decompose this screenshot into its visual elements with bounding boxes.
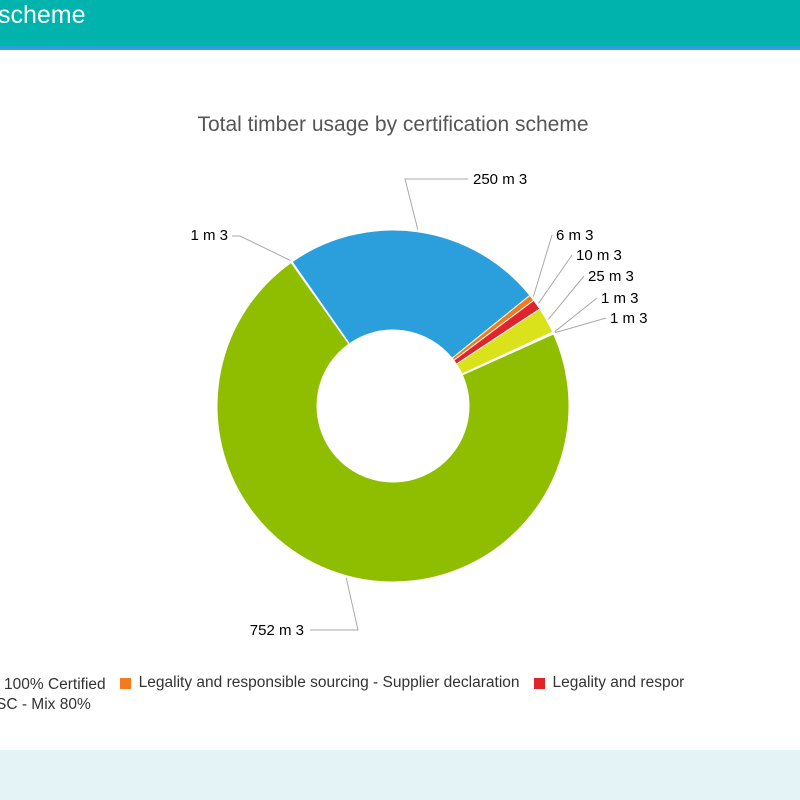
chart-panel: Total timber usage by certification sche… (0, 54, 800, 750)
label-connector (404, 178, 468, 230)
data-label: 10 m 3 (576, 247, 622, 264)
label-connector (232, 235, 291, 261)
data-label: 25 m 3 (588, 268, 634, 285)
legend-label: SC - Mix 80% (0, 696, 91, 713)
label-connector (532, 234, 553, 297)
chart-title: Total timber usage by certification sche… (197, 113, 588, 136)
donut-chart: Total timber usage by certification sche… (190, 113, 647, 639)
data-labels-layer: 250 m 3 6 m 3 10 m 3 25 m 3 1 m 3 1 m 3 752 m … (190, 171, 647, 639)
label-connector (548, 275, 585, 320)
label-connector (554, 297, 598, 333)
legend-label: Legality and respor (552, 674, 685, 691)
donut-slice[interactable] (290, 261, 351, 345)
footer-band (0, 750, 800, 800)
legend-row: 100% Certified Legality and responsible s… (4, 674, 698, 694)
label-connector (310, 577, 359, 631)
data-label: 250 m 3 (473, 171, 527, 188)
legend-item[interactable]: 100% Certified (4, 676, 106, 694)
data-label: 1 m 3 (601, 290, 639, 307)
legend-item[interactable]: Legality and responsible sourcing - Supp… (119, 674, 520, 692)
legend-swatch (119, 677, 131, 689)
legend-label: Legality and responsible sourcing - Supp… (138, 674, 520, 691)
data-label: 1 m 3 (190, 227, 228, 244)
header-bar: scheme (0, 0, 800, 50)
label-connector (538, 254, 573, 304)
legend-label: 100% Certified (4, 675, 106, 693)
donut-slice[interactable] (216, 261, 570, 583)
label-connector (555, 317, 607, 334)
donut-slice[interactable] (291, 229, 531, 359)
data-label: 1 m 3 (610, 310, 648, 327)
page-title: scheme (0, 1, 86, 29)
data-label: 6 m 3 (556, 227, 594, 244)
slices-layer (216, 229, 570, 583)
legend-item[interactable]: SC - Mix 80% (0, 696, 91, 714)
legend-item[interactable]: Legality and respor (533, 674, 685, 692)
legend-row: SC - Mix 80% (0, 696, 105, 714)
legend-swatch (533, 677, 545, 689)
data-label: 752 m 3 (250, 622, 304, 639)
